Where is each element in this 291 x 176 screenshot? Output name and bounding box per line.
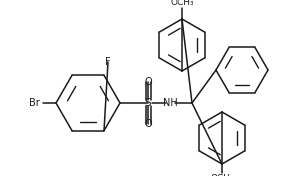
- Text: O: O: [144, 77, 152, 87]
- Text: Br: Br: [29, 98, 40, 108]
- Text: OCH₃: OCH₃: [170, 0, 194, 7]
- Text: F: F: [105, 57, 111, 67]
- Text: OCH₃: OCH₃: [210, 174, 234, 176]
- Text: S: S: [145, 98, 151, 108]
- Text: O: O: [144, 119, 152, 129]
- Text: NH: NH: [163, 98, 178, 108]
